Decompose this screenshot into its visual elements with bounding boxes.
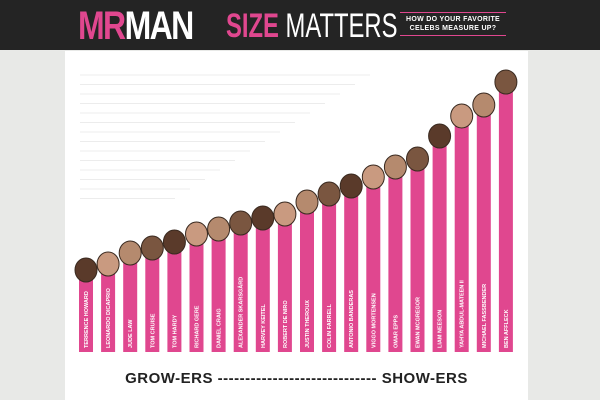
celebrity-head-icon: [251, 205, 275, 231]
bar-label: LIAM NEESON: [438, 310, 444, 348]
page-title: SIZE MATTERS: [226, 6, 397, 46]
celebrity-head-icon: [185, 221, 208, 247]
celebrity-head-icon: [317, 181, 341, 207]
bar: [255, 224, 270, 352]
bar: [432, 142, 447, 352]
celebrity-head-icon: [273, 201, 297, 227]
celebrity-head-icon: [339, 173, 363, 199]
celebrity-head-icon: [162, 229, 186, 255]
bar: [189, 240, 204, 352]
celebrity-head-icon: [406, 146, 429, 172]
bar-label: TOM CRUISE: [150, 313, 156, 348]
bar: [322, 200, 337, 352]
bar-label: TERRENCE HOWARD: [84, 291, 90, 348]
bar: [300, 208, 314, 352]
bar-label: JUSTIN THEROUX: [305, 300, 311, 348]
celebrity-head-icon: [118, 240, 142, 266]
celebrity-head-icon: [383, 154, 407, 180]
bar-label: RICHARD GERE: [195, 305, 201, 348]
celebrity-head-icon: [207, 216, 231, 242]
celebrity-head-icon: [229, 210, 253, 236]
bar-label: VIGGO MORTENSEN: [371, 293, 377, 348]
bar: [454, 122, 469, 352]
title-size: SIZE: [226, 7, 279, 45]
bar: [410, 165, 425, 352]
bar-label: JUDE LAW: [128, 319, 134, 348]
header-bar: MRMAN SIZE MATTERS HOW DO YOUR FAVORITE C…: [0, 0, 600, 50]
bar-label: BEN AFFLECK: [504, 309, 510, 348]
bar: [79, 276, 93, 352]
subtitle: HOW DO YOUR FAVORITE CELEBS MEASURE UP?: [400, 12, 506, 36]
bar: [366, 183, 381, 352]
bar: [101, 270, 116, 352]
bar-label: LEONARDO DICAPRIO: [106, 287, 112, 348]
bar: [233, 229, 248, 352]
bar: [344, 192, 359, 352]
celebrity-head-icon: [472, 92, 496, 118]
bar-label: YAHYA ABDUL-MATEEN II: [460, 280, 466, 348]
celebrity-head-icon: [140, 235, 164, 261]
bar-label: TOM HARDY: [172, 314, 178, 348]
x-axis-caption: GROW-ERS ----------------------------- S…: [65, 370, 528, 387]
logo-mr: MR: [78, 4, 126, 48]
celebrity-head-icon: [74, 257, 98, 283]
celebrity-head-icon: [494, 69, 518, 95]
celebrity-head-icon: [428, 123, 452, 149]
bar: [476, 111, 491, 352]
bar-label: DANIEL CRAIG: [217, 308, 223, 348]
logo-man: MAN: [124, 4, 195, 48]
grow-ers-label: GROW-ERS: [125, 370, 213, 387]
celebrity-head-icon: [96, 251, 120, 277]
bar-label: OMAR EPPS: [393, 315, 399, 348]
bar: [211, 235, 226, 352]
bar-label: EWAN MCGREGOR: [416, 297, 422, 348]
subtitle-line-1: HOW DO YOUR FAVORITE: [405, 16, 501, 23]
bar-label: MICHAEL FASSBENDER: [482, 284, 488, 348]
bar: [277, 220, 292, 352]
celebrity-head-icon: [361, 164, 385, 190]
celebrity-head-icon: [450, 103, 474, 129]
bar: [123, 259, 138, 352]
bar-label: ANTONIO BANDERAS: [349, 290, 355, 348]
bar: [145, 254, 160, 352]
dash-separator: -----------------------------: [217, 370, 378, 387]
title-matters: MATTERS: [285, 7, 398, 45]
bar: [388, 173, 403, 352]
bar-label: COLIN FARRELL: [327, 303, 333, 348]
bar-label: ROBERT DE NIRO: [283, 300, 289, 348]
bar: [167, 248, 182, 352]
show-ers-label: SHOW-ERS: [381, 370, 468, 387]
celebrity-head-icon: [295, 189, 319, 215]
subtitle-line-2: CELEBS MEASURE UP?: [409, 25, 497, 32]
mrman-logo: MRMAN: [78, 4, 195, 48]
bar: [498, 88, 513, 352]
bar-label: ALEXANDER SKARSGÅRD: [238, 277, 245, 348]
bar-label: HARVEY KEITEL: [261, 304, 267, 348]
chart-panel: [65, 51, 528, 400]
